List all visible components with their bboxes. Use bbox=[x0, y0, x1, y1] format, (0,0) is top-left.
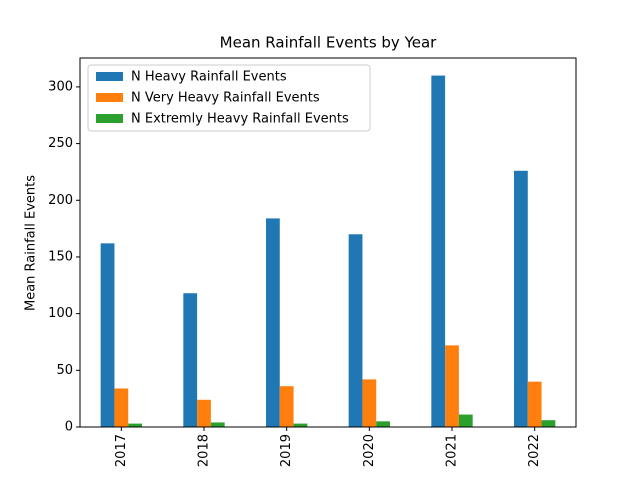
y-tick-label: 300 bbox=[48, 79, 73, 94]
bar bbox=[293, 423, 308, 427]
legend-label: N Very Heavy Rainfall Events bbox=[131, 91, 320, 106]
y-tick-label: 250 bbox=[48, 136, 73, 151]
x-tick-label: 2020 bbox=[362, 434, 377, 467]
bar bbox=[527, 381, 542, 427]
bar bbox=[514, 170, 528, 427]
y-axis-label: Mean Rainfall Events bbox=[24, 175, 39, 311]
bar bbox=[348, 234, 363, 427]
bar bbox=[279, 386, 294, 427]
bar bbox=[431, 75, 446, 428]
bar bbox=[541, 420, 556, 427]
legend-box bbox=[87, 64, 371, 132]
x-tick-label: 2017 bbox=[114, 434, 129, 467]
chart-title: Mean Rainfall Events by Year bbox=[220, 34, 437, 52]
bar bbox=[458, 414, 473, 427]
legend-label: N Heavy Rainfall Events bbox=[131, 70, 287, 85]
y-tick-label: 100 bbox=[48, 306, 73, 321]
bar bbox=[362, 379, 377, 427]
bar bbox=[100, 243, 115, 427]
y-tick-label: 0 bbox=[65, 420, 73, 435]
bar bbox=[445, 345, 459, 427]
bar bbox=[128, 423, 142, 427]
x-tick-label: 2019 bbox=[279, 434, 294, 467]
bar bbox=[210, 422, 225, 427]
legend-swatch bbox=[96, 93, 123, 102]
bar bbox=[114, 388, 129, 427]
bar bbox=[197, 399, 211, 427]
legend-label: N Extremly Heavy Rainfall Events bbox=[131, 112, 349, 127]
y-tick-label: 50 bbox=[56, 363, 73, 378]
x-tick-label: 2022 bbox=[527, 434, 542, 467]
bar bbox=[266, 218, 280, 427]
legend-swatch bbox=[96, 72, 123, 81]
bar bbox=[376, 421, 390, 427]
legend-swatch bbox=[96, 114, 123, 123]
bar bbox=[183, 293, 198, 427]
x-tick-label: 2018 bbox=[197, 434, 212, 467]
y-tick-label: 200 bbox=[48, 193, 73, 208]
plot-frame bbox=[79, 57, 577, 428]
x-tick-label: 2021 bbox=[445, 434, 460, 467]
y-tick-label: 150 bbox=[48, 249, 73, 264]
